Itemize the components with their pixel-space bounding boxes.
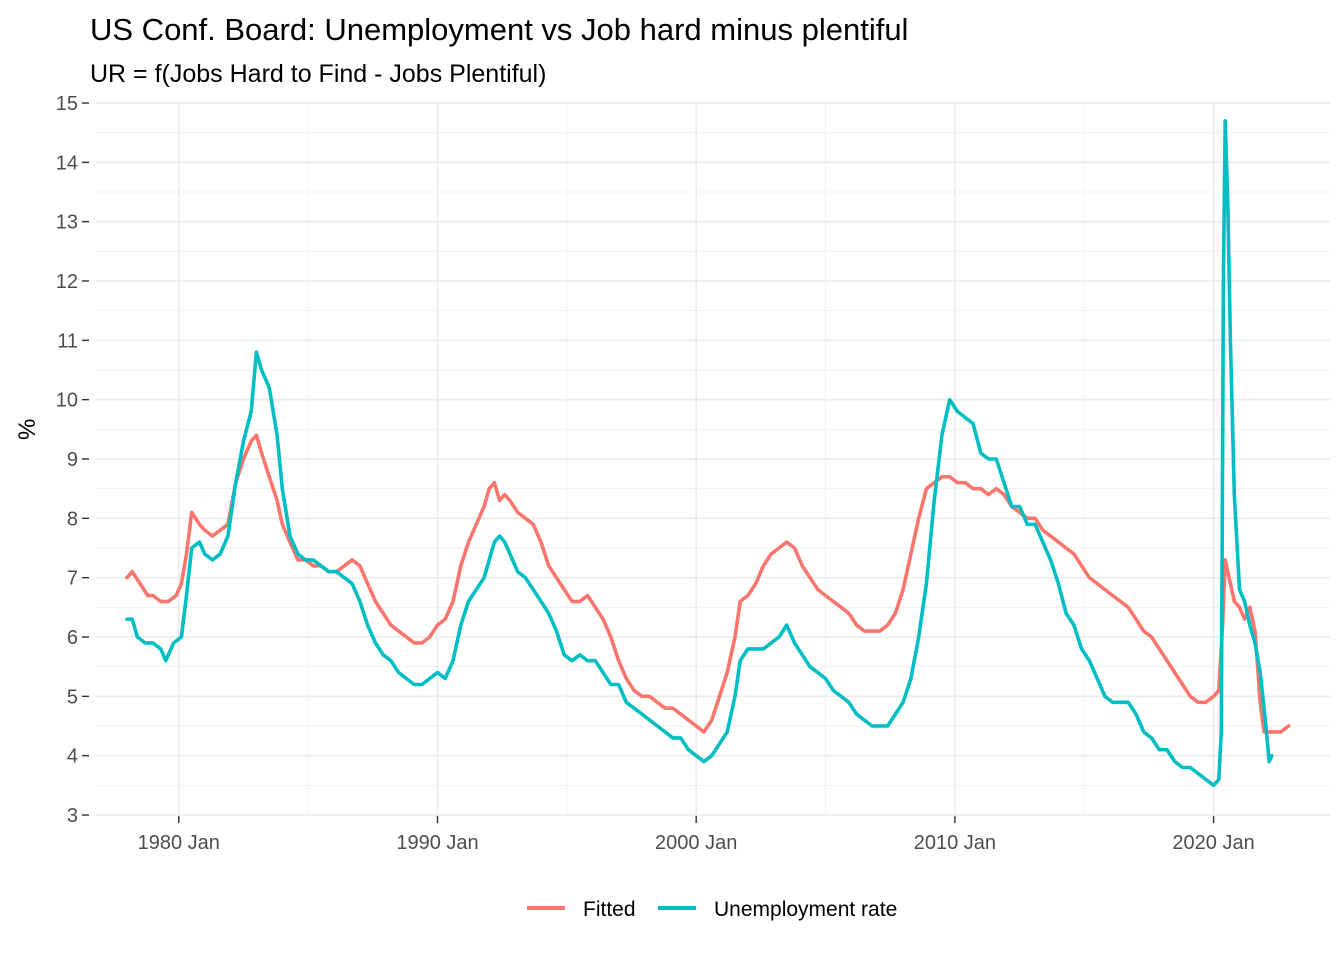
legend-label: Unemployment rate: [714, 898, 897, 921]
grid: [96, 102, 1330, 816]
x-tick-label: 1990 Jan: [396, 832, 478, 854]
y-tick-label: 3: [67, 805, 78, 827]
y-tick-label: 8: [67, 508, 78, 530]
y-axis: 3 4 5 6 7 8 9 10 11 12 13 14 15: [56, 93, 89, 827]
x-tick-label: 2020 Jan: [1172, 832, 1254, 854]
series-line-fitted: [125, 433, 1291, 734]
series-lines: [125, 119, 1291, 788]
x-tick-label: 2010 Jan: [914, 832, 996, 854]
legend-label: Fitted: [583, 898, 636, 921]
y-tick-label: 15: [56, 93, 78, 115]
x-tick-label: 2000 Jan: [655, 832, 737, 854]
y-tick-label: 7: [67, 568, 78, 590]
y-tick-label: 14: [56, 152, 78, 174]
series-line-unemployment-rate: [125, 119, 1274, 788]
chart-subtitle: UR = f(Jobs Hard to Find - Jobs Plentifu…: [90, 60, 547, 88]
chart-title: US Conf. Board: Unemployment vs Job hard…: [90, 12, 909, 47]
y-tick-label: 5: [67, 686, 78, 708]
y-tick-label: 6: [67, 627, 78, 649]
y-tick-label: 4: [67, 746, 78, 768]
x-tick-label: 1980 Jan: [138, 832, 220, 854]
y-tick-label: 11: [57, 330, 78, 352]
legend: Fitted Unemployment rate: [527, 898, 897, 921]
y-tick-label: 9: [67, 449, 78, 471]
y-tick-label: 13: [56, 212, 78, 234]
x-axis: 1980 Jan 1990 Jan 2000 Jan 2010 Jan 2020 Jan: [138, 816, 1255, 854]
y-tick-label: 10: [56, 390, 78, 412]
y-tick-label: 12: [56, 271, 78, 293]
